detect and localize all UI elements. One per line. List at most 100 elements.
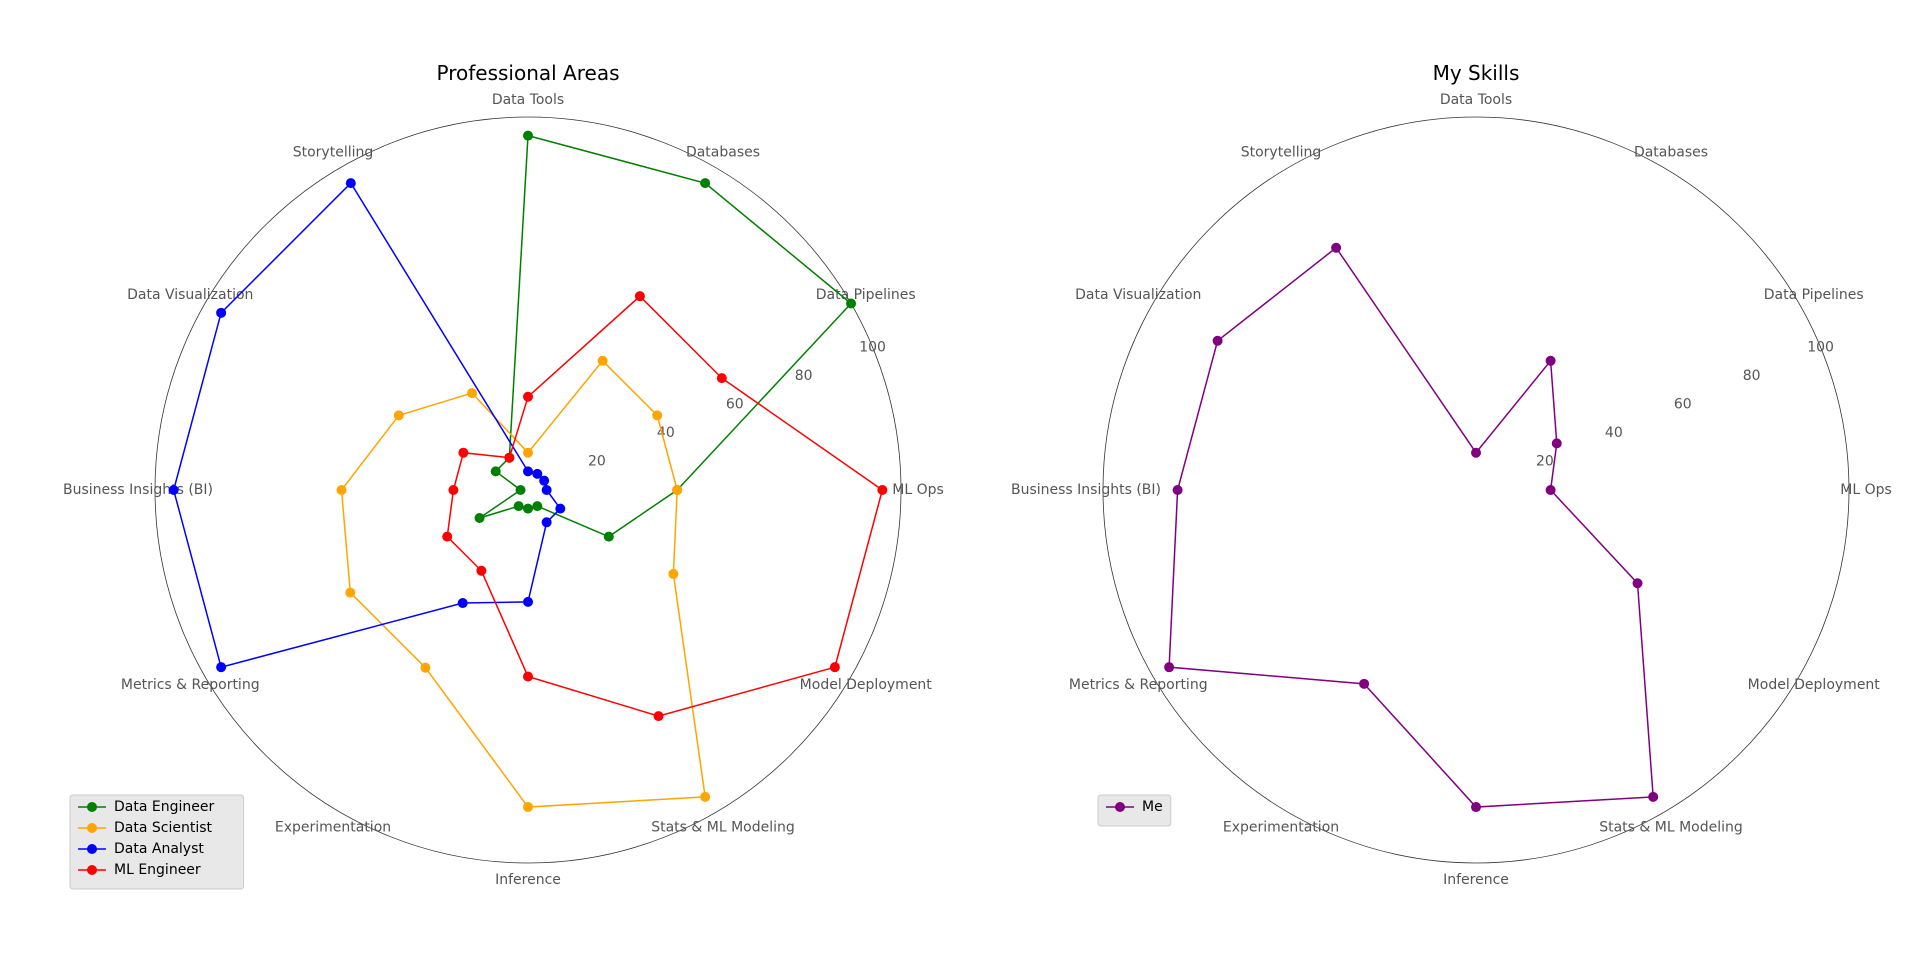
legend: Me [1097, 794, 1172, 827]
axis-label-data-visualization: Data Visualization [127, 287, 253, 303]
axis-label-inference: Inference [1443, 872, 1509, 888]
data-point [216, 307, 227, 318]
axis-label-ml-ops: ML Ops [1840, 482, 1892, 498]
data-point [216, 662, 227, 673]
radial-tick-label: 100 [859, 339, 886, 355]
data-point [442, 531, 453, 542]
data-point [1471, 802, 1481, 813]
axis-label-storytelling: Storytelling [293, 144, 374, 160]
data-point [1172, 485, 1183, 495]
series-me [1164, 242, 1659, 813]
series-line [1168, 246, 1654, 808]
legend-label: ML Engineer [114, 862, 201, 878]
data-point [541, 485, 552, 495]
legend-marker [87, 823, 97, 833]
radial-tick-label: 60 [1674, 396, 1692, 412]
axis-label-databases: Databases [1634, 144, 1708, 160]
data-point [523, 391, 533, 402]
legend-marker [1115, 802, 1125, 812]
data-point [523, 671, 533, 682]
legend-box [69, 794, 245, 890]
data-point [652, 410, 663, 421]
legend-marker [87, 865, 97, 875]
data-point [668, 568, 679, 579]
data-point [393, 410, 404, 421]
axis-label-experimentation: Experimentation [1223, 820, 1339, 836]
data-point [700, 178, 711, 189]
axis-label-storytelling: Storytelling [1241, 144, 1322, 160]
data-point [490, 466, 501, 477]
polar-frame [1102, 116, 1850, 864]
data-point [603, 531, 614, 542]
axis-label-data-pipelines: Data Pipelines [1764, 287, 1864, 303]
legend-label: Data Analyst [114, 841, 204, 857]
radial-tick-label: 40 [657, 425, 675, 441]
legend-item-data-engineer: Data Engineer [78, 799, 214, 815]
radial-tick-label: 40 [1605, 425, 1623, 441]
data-point [523, 802, 533, 813]
chart-title: Professional Areas [437, 61, 620, 85]
data-point [513, 501, 524, 512]
axis-label-metrics-reporting: Metrics & Reporting [121, 677, 260, 693]
data-point [532, 501, 543, 512]
data-point [1359, 678, 1370, 689]
data-point [523, 596, 533, 607]
axis-label-model-deployment: Model Deployment [1748, 677, 1881, 693]
legend-label: Me [1142, 799, 1163, 815]
data-point [336, 485, 347, 495]
series-data-scientist [336, 355, 711, 813]
legend-item-data-scientist: Data Scientist [78, 820, 213, 836]
axis-label-model-deployment: Model Deployment [800, 677, 933, 693]
legend-marker [87, 802, 97, 812]
data-point [700, 791, 711, 802]
radial-tick-label: 80 [795, 368, 813, 384]
axis-label-business-insights-bi: Business Insights (BI) [1011, 482, 1161, 498]
radial-tick-label: 20 [1536, 453, 1554, 469]
series-data-analyst [168, 178, 566, 673]
data-point [672, 485, 683, 495]
data-point [523, 466, 533, 477]
polar-frame [154, 116, 902, 864]
data-point [1632, 578, 1643, 589]
data-point [829, 662, 840, 673]
data-point [1164, 662, 1175, 673]
axis-label-stats-ml-modeling: Stats & ML Modeling [1599, 820, 1743, 836]
axis-label-data-tools: Data Tools [492, 92, 564, 108]
data-point [474, 512, 485, 523]
axis-label-metrics-reporting: Metrics & Reporting [1069, 677, 1208, 693]
series-data-engineer [474, 130, 857, 542]
legend-item-ml-engineer: ML Engineer [78, 862, 201, 878]
data-point [541, 517, 552, 528]
data-point [532, 468, 543, 479]
data-point [523, 503, 533, 514]
data-point [555, 503, 566, 514]
data-point [467, 388, 478, 399]
legend-marker [87, 844, 97, 854]
data-point [1471, 447, 1481, 458]
data-point [1551, 438, 1562, 449]
legend-label: Data Scientist [114, 820, 213, 836]
series-ml-engineer [442, 291, 888, 722]
chart-title: My Skills [1433, 61, 1520, 85]
data-point [168, 485, 179, 495]
data-point [345, 178, 356, 189]
data-point [523, 447, 533, 458]
axis-label-business-insights-bi: Business Insights (BI) [63, 482, 213, 498]
axis-label-stats-ml-modeling: Stats & ML Modeling [651, 820, 795, 836]
data-point [523, 130, 533, 141]
data-point [846, 298, 857, 309]
data-point [1648, 791, 1659, 802]
radial-tick-label: 100 [1807, 339, 1834, 355]
axis-label-data-visualization: Data Visualization [1075, 287, 1201, 303]
axis-label-inference: Inference [495, 872, 561, 888]
data-point [1545, 355, 1556, 366]
data-point [345, 587, 356, 598]
data-point [1331, 242, 1342, 253]
axis-label-experimentation: Experimentation [275, 820, 391, 836]
axis-label-ml-ops: ML Ops [892, 482, 944, 498]
legend-item-me: Me [1106, 799, 1163, 815]
data-point [634, 291, 645, 302]
radial-tick-label: 60 [726, 396, 744, 412]
axis-label-data-tools: Data Tools [1440, 92, 1512, 108]
